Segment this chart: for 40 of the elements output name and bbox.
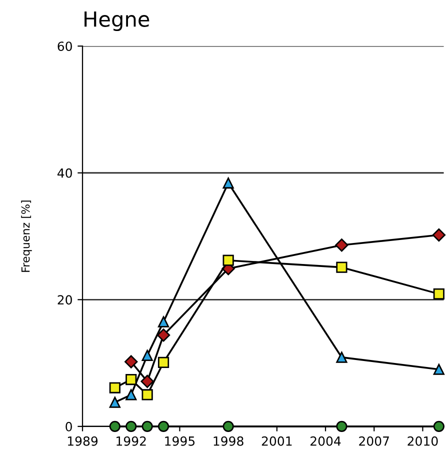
point (142, 350, 153, 361)
point (109, 420, 120, 432)
point (109, 382, 120, 394)
point (433, 288, 444, 300)
point (335, 238, 348, 252)
point (109, 396, 120, 408)
point (158, 356, 170, 368)
point (222, 254, 234, 266)
point (158, 420, 170, 432)
y-tick-label: 0 (66, 422, 72, 432)
point (140, 374, 154, 388)
x-tick-label: 2010 (408, 436, 438, 446)
point (124, 355, 138, 368)
point (432, 228, 446, 242)
y-tick-label: 60 (58, 42, 72, 52)
point (126, 374, 137, 386)
point (142, 420, 153, 432)
point (336, 420, 348, 432)
point (142, 389, 153, 400)
point (433, 420, 444, 432)
point (222, 177, 234, 189)
point (433, 364, 444, 375)
point (222, 420, 234, 432)
x-tick-label: 2007 (359, 436, 389, 446)
point (126, 389, 137, 400)
x-tick-label: 2004 (310, 436, 341, 446)
point (156, 328, 170, 342)
y-tick-label: 20 (58, 295, 72, 305)
point (336, 262, 348, 273)
point (336, 352, 348, 363)
point (126, 420, 137, 432)
x-tick-label: 1998 (214, 436, 244, 446)
x-tick-label: 2001 (262, 436, 292, 446)
y-tick-label: 40 (57, 168, 72, 178)
chart-title: Hegne (84, 11, 150, 31)
x-tick-label: 1995 (165, 436, 195, 446)
y-axis-title: Frequenz [%] (21, 200, 32, 272)
x-tick-label: 1992 (116, 436, 146, 446)
x-tick-label: 1989 (68, 436, 98, 446)
point (158, 316, 170, 328)
